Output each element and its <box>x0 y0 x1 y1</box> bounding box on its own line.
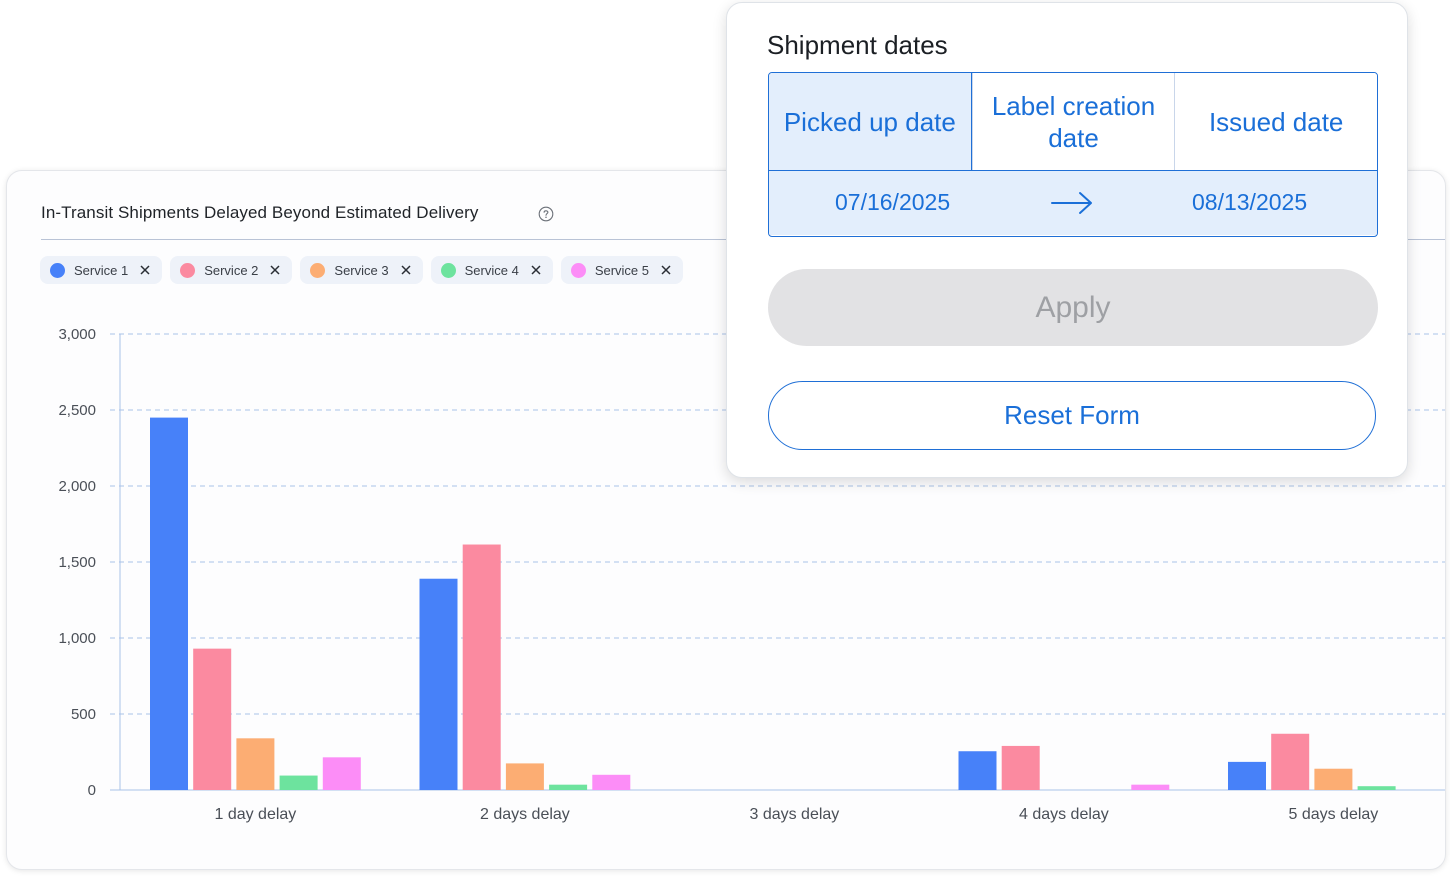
y-tick-label: 1,000 <box>58 630 96 647</box>
series-color-dot <box>50 262 65 278</box>
legend-chip-service-2[interactable]: Service 2 <box>170 256 293 284</box>
bar-service-3 <box>1314 768 1353 790</box>
bar-service-1 <box>1228 761 1266 790</box>
help-icon[interactable] <box>538 206 554 222</box>
legend-chip-service-1[interactable]: Service 1 <box>40 256 163 284</box>
date-range-picker: Picked up date Label creation date Issue… <box>768 72 1378 237</box>
legend-label: Service 1 <box>74 262 129 278</box>
bar-service-1 <box>150 417 188 790</box>
remove-icon[interactable] <box>140 265 150 275</box>
apply-button[interactable]: Apply <box>768 269 1378 346</box>
bar-service-2 <box>462 544 501 790</box>
reset-form-button[interactable]: Reset Form <box>768 381 1376 450</box>
y-tick-label: 2,500 <box>58 402 96 419</box>
bar-service-1 <box>419 578 458 790</box>
bar-service-4 <box>1357 786 1396 790</box>
legend-label: Service 2 <box>204 262 259 278</box>
chart-title: In-Transit Shipments Delayed Beyond Esti… <box>41 203 479 222</box>
y-tick-label: 2,000 <box>58 478 96 495</box>
y-tick-label: 1,500 <box>58 554 96 571</box>
series-color-dot <box>180 262 196 278</box>
tab-picked-up-date[interactable]: Picked up date <box>769 73 972 170</box>
popover-title: Shipment dates <box>767 30 948 60</box>
bar-service-3 <box>236 738 275 790</box>
bar-service-3 <box>505 763 544 790</box>
start-date-field[interactable]: 07/16/2025 <box>835 189 951 215</box>
legend-label: Service 4 <box>464 262 519 278</box>
bar-service-2 <box>1001 745 1040 790</box>
x-tick-label: 3 days delay <box>749 806 839 823</box>
series-color-dot <box>440 262 456 278</box>
bar-service-5 <box>322 757 361 790</box>
remove-icon[interactable] <box>531 265 541 275</box>
date-range: 07/16/2025 08/13/2025 <box>769 171 1377 235</box>
bar-service-2 <box>1271 733 1310 790</box>
bar-service-4 <box>549 784 588 790</box>
remove-icon[interactable] <box>401 265 411 275</box>
bar-service-5 <box>592 774 631 790</box>
y-tick-label: 500 <box>71 706 96 723</box>
tab-issued-date[interactable]: Issued date <box>1174 73 1377 170</box>
arrow-right-icon <box>1051 192 1092 214</box>
legend-chip-service-5[interactable]: Service 5 <box>560 256 684 284</box>
series-color-dot <box>310 262 326 278</box>
y-tick-label: 3,000 <box>58 326 96 343</box>
legend-chip-service-3[interactable]: Service 3 <box>300 256 423 284</box>
bar-service-1 <box>958 751 997 790</box>
x-tick-label: 2 days delay <box>480 806 570 823</box>
x-tick-label: 5 days delay <box>1288 806 1378 823</box>
bar-service-5 <box>1131 784 1170 790</box>
series-color-dot <box>570 262 586 278</box>
bar-service-2 <box>193 648 232 790</box>
x-tick-label: 1 day delay <box>214 806 296 823</box>
legend-chip-service-4[interactable]: Service 4 <box>430 256 553 284</box>
end-date-field[interactable]: 08/13/2025 <box>1192 189 1308 215</box>
bar-service-4 <box>279 775 318 790</box>
legend-label: Service 3 <box>334 262 389 278</box>
bar-chart: 0 500 1,000 1,500 2,000 2,500 3,000 1 day delay… <box>58 326 1445 823</box>
remove-icon[interactable] <box>270 265 280 275</box>
date-type-tabs: Picked up date Label creation date Issue… <box>769 73 1377 171</box>
shipment-dates-popover: Shipment dates Picked up date Label crea… <box>726 2 1408 478</box>
x-tick-label: 4 days delay <box>1019 806 1109 823</box>
legend-label: Service 5 <box>594 262 650 278</box>
remove-icon[interactable] <box>661 265 671 275</box>
legend-chips: Service 1 Service 2 Service 3 Service 4 … <box>40 256 684 284</box>
y-tick-label: 0 <box>88 782 96 799</box>
tab-label-creation-date[interactable]: Label creation date <box>971 73 1175 170</box>
